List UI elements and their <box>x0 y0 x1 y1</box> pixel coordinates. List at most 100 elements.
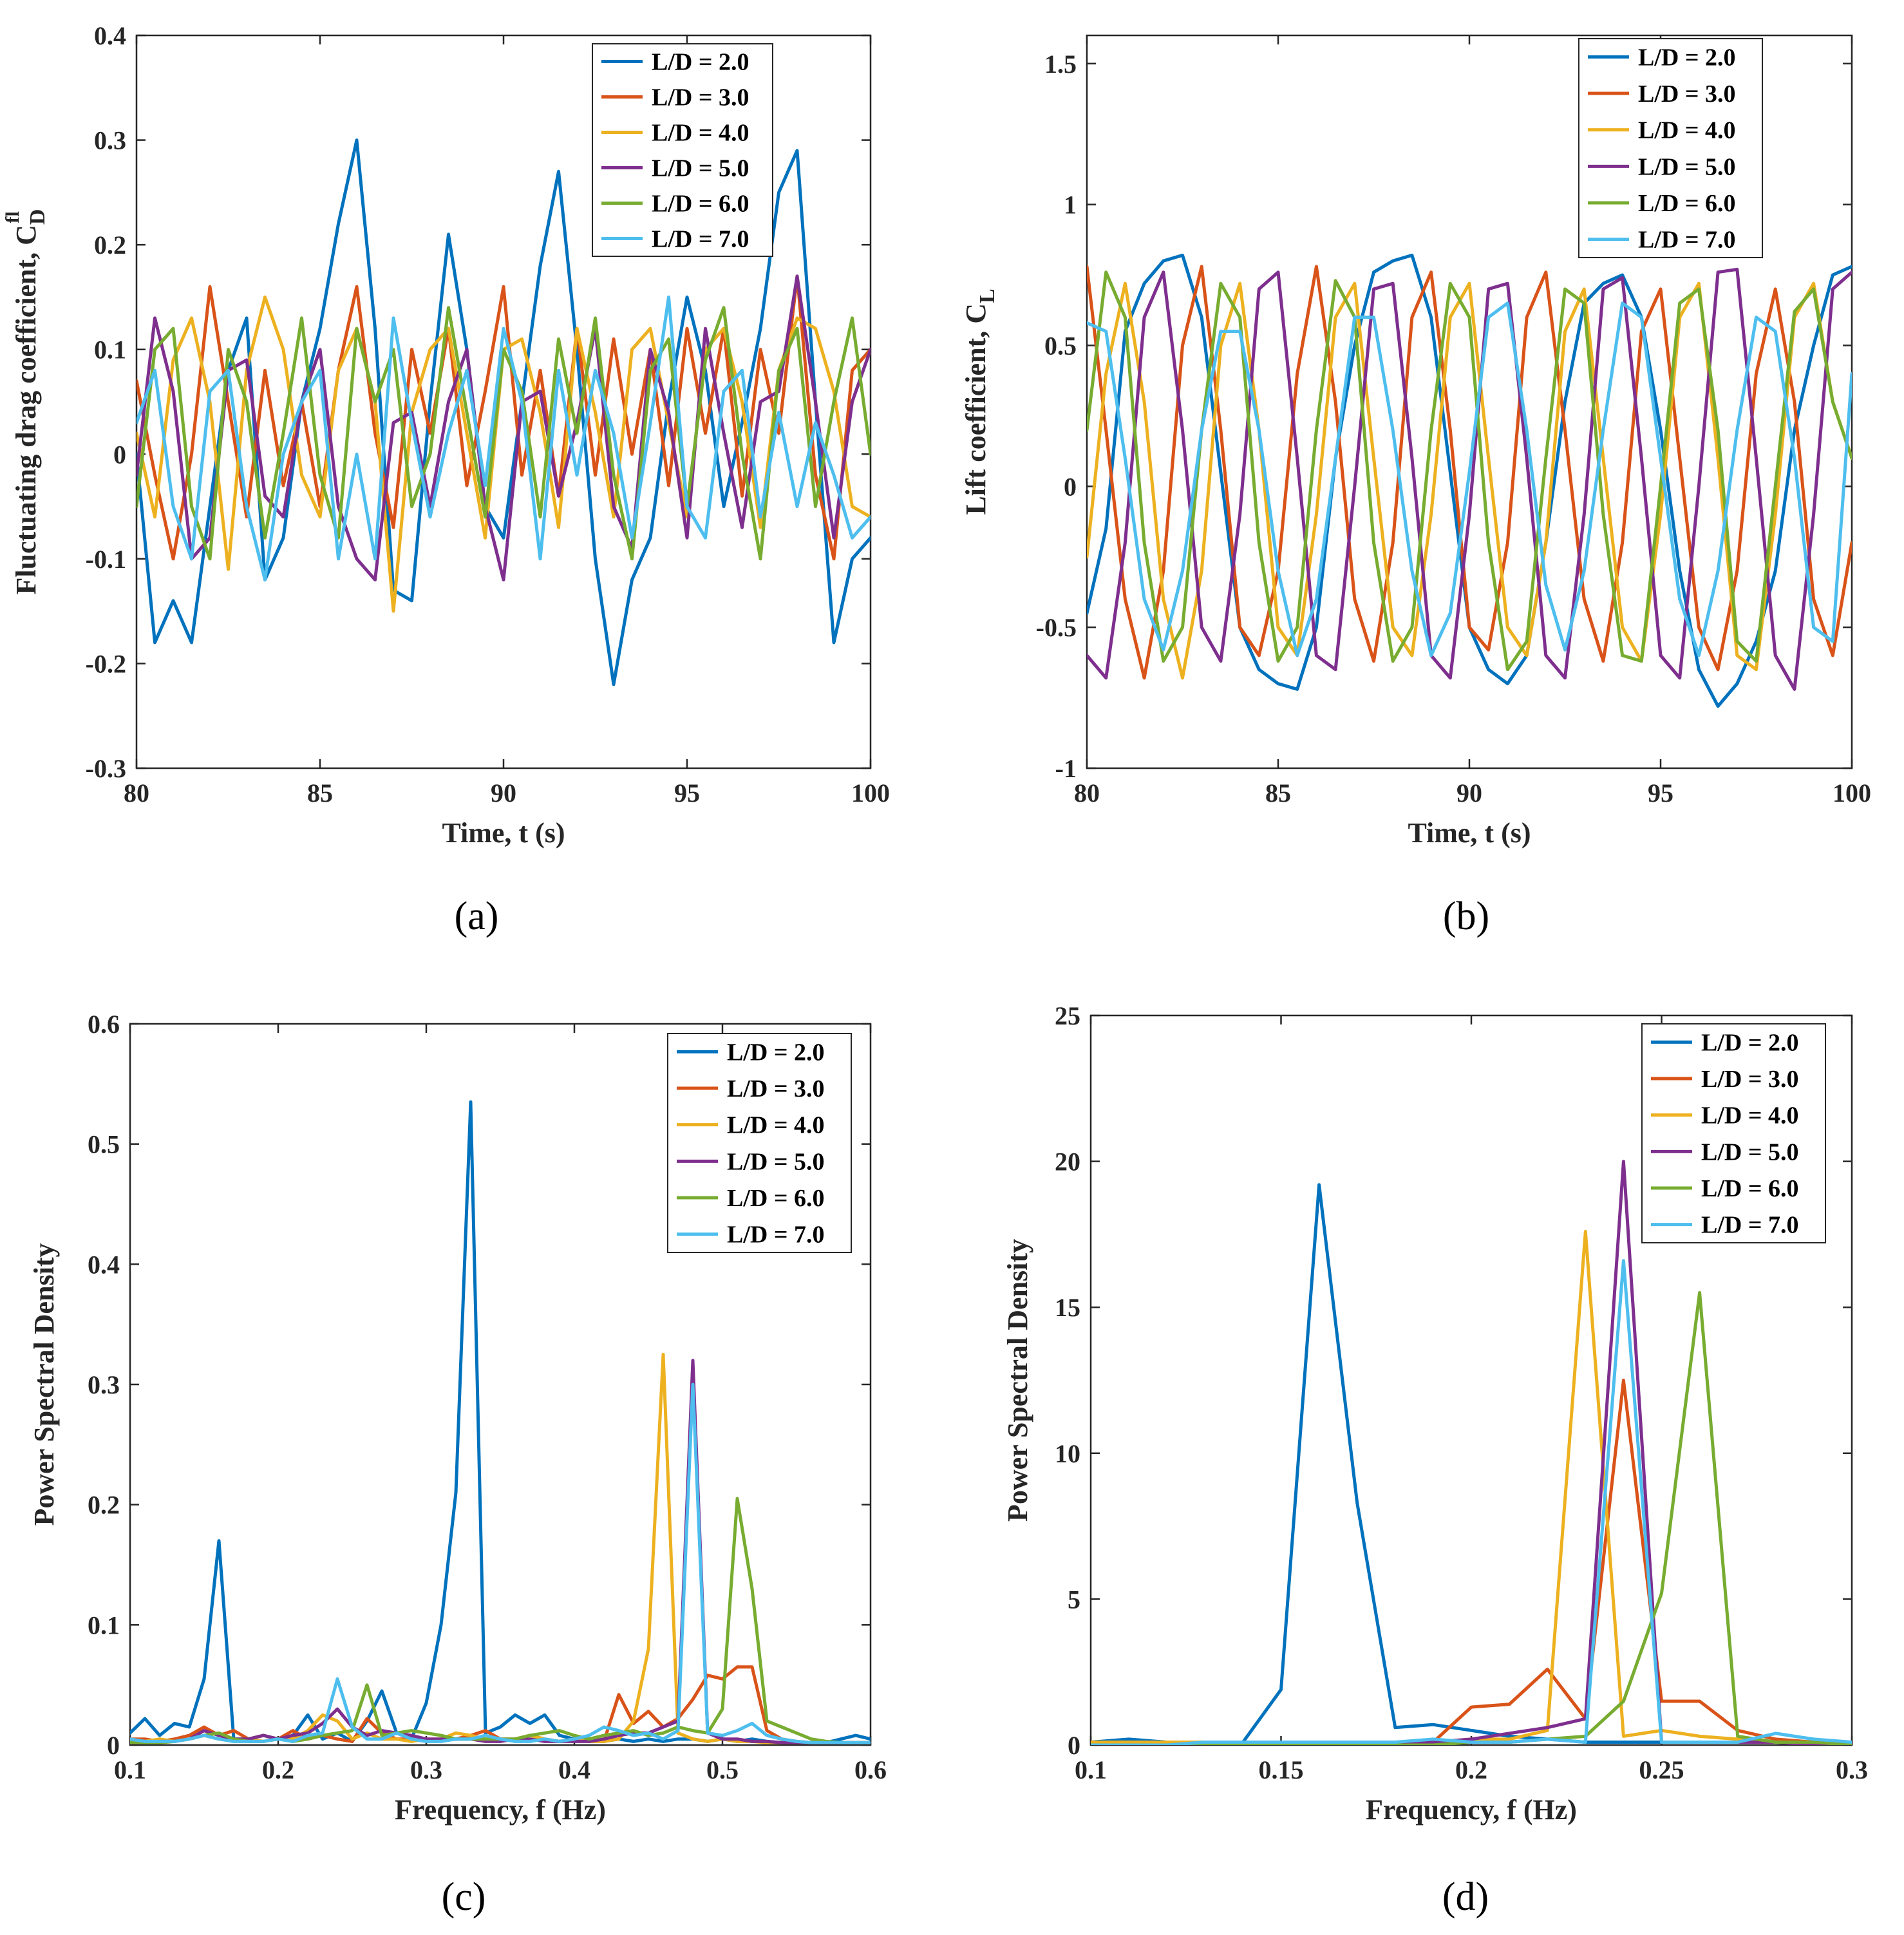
legend-label: L/D = 6.0 <box>1701 1175 1799 1202</box>
x-tick-label: 90 <box>1456 779 1482 807</box>
x-axis-label: Time, t (s) <box>1408 817 1531 849</box>
y-tick-label: 0.2 <box>94 231 126 260</box>
y-tick-label: 0.5 <box>88 1130 120 1159</box>
legend-label: L/D = 4.0 <box>727 1112 825 1139</box>
series-line-5 <box>137 306 871 561</box>
legend-label: L/D = 4.0 <box>1638 117 1736 144</box>
x-tick-label: 80 <box>1074 779 1100 807</box>
x-tick-label: 90 <box>491 779 516 807</box>
x-tick-label: 80 <box>124 779 149 807</box>
legend-label: L/D = 7.0 <box>727 1222 825 1249</box>
legend-box <box>1641 1023 1826 1243</box>
x-tick-label: 0.25 <box>1639 1755 1684 1784</box>
x-tick-label: 0.3 <box>410 1755 442 1784</box>
x-axis-label: Frequency, f (Hz) <box>395 1794 606 1826</box>
y-tick-label: 0.3 <box>94 126 126 155</box>
y-tick-label: 1 <box>1064 191 1077 220</box>
y-tick-label: 20 <box>1055 1147 1080 1176</box>
legend-label: L/D = 3.0 <box>652 84 749 111</box>
legend-label: L/D = 6.0 <box>652 191 749 218</box>
x-tick-label: 95 <box>674 779 700 807</box>
legend-label: L/D = 4.0 <box>1701 1102 1799 1129</box>
legend-label: L/D = 2.0 <box>652 49 749 76</box>
x-tick-label: 0.2 <box>1455 1755 1487 1784</box>
x-tick-label: 0.15 <box>1259 1755 1304 1784</box>
series-line-6 <box>1091 1259 1852 1745</box>
series-line-5 <box>1087 270 1852 672</box>
y-tick-label: 0.3 <box>88 1370 120 1399</box>
legend: L/D = 2.0 L/D = 3.0 L/D = 4.0 L/D = 5.0 L/D … <box>667 1033 852 1253</box>
chart-a: 80 85 90 95 100 -0.3 -0.2 -0.1 0 0.1 0.2 0.3 0.4 Time… <box>2 21 890 938</box>
y-tick-label: 0.2 <box>88 1491 120 1520</box>
y-tick-label: 0.1 <box>94 335 126 364</box>
y-axis-label: Fluctuating drag coefficient, CDfl <box>2 209 50 595</box>
series-line-4 <box>130 1359 871 1744</box>
legend-label: L/D = 2.0 <box>727 1039 825 1066</box>
legend-label: L/D = 7.0 <box>652 226 749 253</box>
legend-box <box>667 1033 852 1253</box>
legend-label: L/D = 2.0 <box>1701 1029 1799 1056</box>
x-tick-label: 85 <box>307 779 333 807</box>
legend-box <box>592 43 773 257</box>
y-axis-label: Lift coefficient, CL <box>960 288 999 514</box>
legend-label: L/D = 5.0 <box>727 1148 825 1175</box>
legend-label: L/D = 5.0 <box>1638 153 1736 180</box>
series-line-4 <box>1087 267 1852 691</box>
y-tick-label: 5 <box>1068 1585 1080 1614</box>
y-tick-label: 1.5 <box>1044 50 1077 79</box>
chart-b: 80 85 90 95 100 -1 -0.5 0 0.5 1 1.5 Time, t (s) Lift… <box>960 34 1871 938</box>
legend-label: L/D = 2.0 <box>1638 44 1736 71</box>
legend-box <box>1578 38 1763 258</box>
legend: L/D = 2.0 L/D = 3.0 L/D = 4.0 L/D = 5.0 L/D … <box>1641 1023 1826 1243</box>
x-tick-label: 85 <box>1265 779 1291 807</box>
y-tick-label: -1 <box>1055 754 1077 783</box>
x-tick-label: 0.3 <box>1836 1755 1868 1784</box>
series-line-2 <box>1091 1379 1852 1745</box>
panel-label: (a) <box>455 894 499 938</box>
y-tick-label: -0.1 <box>86 545 126 574</box>
legend-label: L/D = 3.0 <box>1701 1066 1799 1093</box>
series-line-6 <box>1087 301 1852 657</box>
legend-label: L/D = 3.0 <box>1638 80 1736 108</box>
x-tick-label: 0.1 <box>1075 1755 1107 1784</box>
y-tick-label: 0 <box>1064 472 1077 501</box>
y-tick-label: 0.4 <box>94 21 126 50</box>
x-tick-label: 0.2 <box>262 1755 294 1784</box>
x-tick-label: 100 <box>1833 779 1871 807</box>
legend-label: L/D = 5.0 <box>652 155 749 182</box>
y-tick-label: 0.6 <box>88 1010 120 1039</box>
legend-label: L/D = 6.0 <box>1638 190 1736 217</box>
series-line-6 <box>137 295 871 581</box>
legend: L/D = 2.0 L/D = 3.0 L/D = 4.0 L/D = 5.0 L/D … <box>1578 38 1763 258</box>
legend-label: L/D = 5.0 <box>1701 1138 1799 1166</box>
legend-label: L/D = 6.0 <box>727 1185 825 1212</box>
x-tick-label: 100 <box>851 779 890 807</box>
series-line-6 <box>130 1383 871 1744</box>
legend: L/D = 2.0 L/D = 3.0 L/D = 4.0 L/D = 5.0 L/D … <box>592 43 773 257</box>
y-axis-label: Power Spectral Density <box>1002 1239 1033 1522</box>
legend-label: L/D = 7.0 <box>1638 227 1736 254</box>
y-tick-label: 15 <box>1055 1293 1080 1322</box>
chart-c: 0.1 0.2 0.3 0.4 0.5 0.600.10.20.30.40.50.6Fre… <box>28 1010 887 1919</box>
y-tick-label: 0 <box>113 440 126 469</box>
y-tick-label: 0.1 <box>88 1610 120 1639</box>
y-tick-label: -0.2 <box>86 649 126 678</box>
x-axis-label: Time, t (s) <box>442 817 565 849</box>
x-tick-label: 0.6 <box>854 1755 887 1784</box>
x-tick-label: 95 <box>1648 779 1673 807</box>
legend-label: L/D = 3.0 <box>727 1075 825 1102</box>
x-tick-label: 0.4 <box>558 1755 590 1784</box>
x-tick-label: 0.1 <box>114 1755 146 1784</box>
y-tick-label: 25 <box>1055 1001 1080 1030</box>
x-axis-label: Frequency, f (Hz) <box>1366 1794 1577 1826</box>
y-tick-label: 10 <box>1055 1439 1080 1468</box>
y-tick-label: 0.5 <box>1044 331 1077 360</box>
y-axis-label: Power Spectral Density <box>28 1243 60 1525</box>
x-tick-label: 0.5 <box>706 1755 739 1784</box>
y-tick-label: 0 <box>107 1731 120 1760</box>
legend-label: L/D = 7.0 <box>1701 1212 1799 1239</box>
y-tick-label: -0.5 <box>1036 613 1077 642</box>
panel-label: (c) <box>442 1875 486 1919</box>
chart-d: 0.1 0.15 0.2 0.25 0.3 0 5 10 15 20 25 Frequency, f … <box>1002 1001 1868 1919</box>
